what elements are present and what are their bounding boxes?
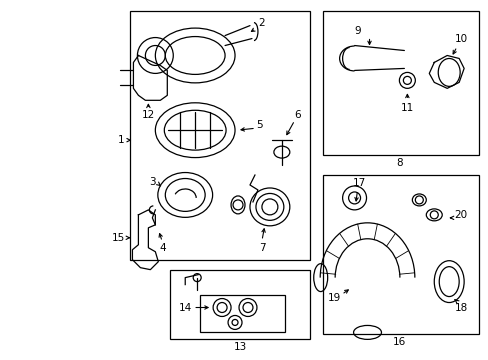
Text: 20: 20: [454, 210, 467, 220]
Bar: [322, 175, 478, 334]
Text: 18: 18: [454, 302, 467, 312]
Text: 19: 19: [327, 293, 341, 302]
Text: 10: 10: [454, 33, 467, 44]
Text: 14: 14: [178, 302, 191, 312]
Text: 11: 11: [400, 103, 413, 113]
Text: 2: 2: [258, 18, 264, 28]
Text: 16: 16: [392, 337, 405, 347]
Bar: [170, 270, 309, 339]
Text: 8: 8: [395, 158, 402, 168]
Text: 13: 13: [233, 342, 246, 352]
Bar: [130, 11, 309, 260]
Bar: [200, 294, 285, 332]
Text: 1: 1: [118, 135, 124, 145]
Text: 7: 7: [258, 243, 264, 253]
Text: 9: 9: [353, 26, 360, 36]
Text: 15: 15: [112, 233, 125, 243]
Text: 6: 6: [294, 110, 301, 120]
Text: 3: 3: [149, 177, 155, 187]
Bar: [322, 11, 478, 155]
Text: 5: 5: [256, 120, 263, 130]
Text: 17: 17: [352, 178, 366, 188]
Text: 4: 4: [159, 243, 165, 253]
Text: 12: 12: [142, 110, 155, 120]
